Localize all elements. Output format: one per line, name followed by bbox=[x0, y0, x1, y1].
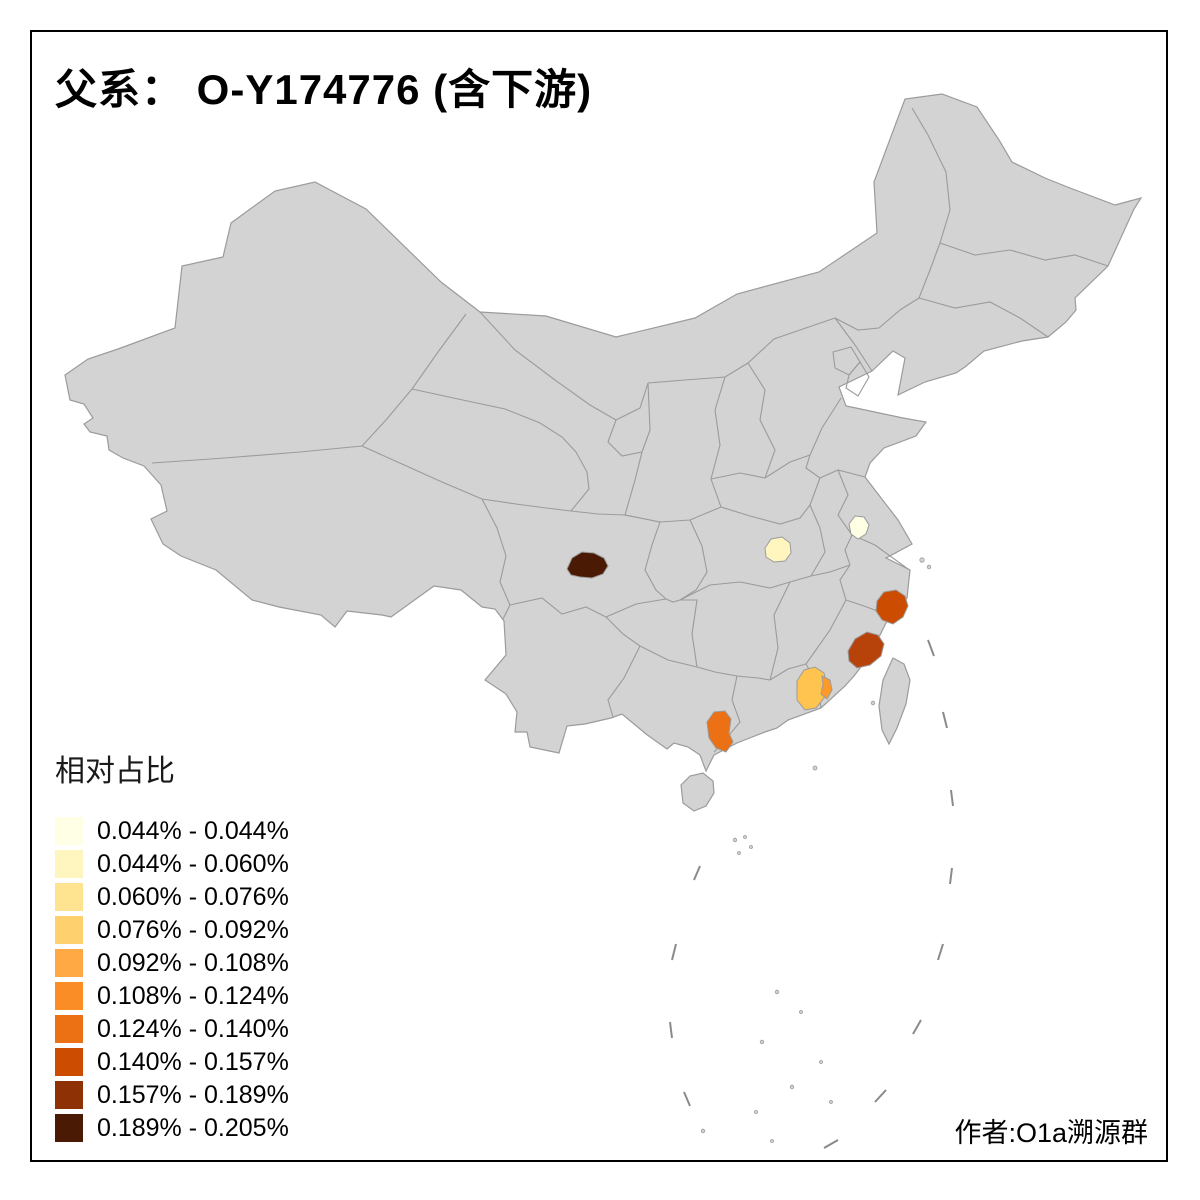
legend-label: 0.044% - 0.060% bbox=[97, 849, 289, 878]
region-south-fujian bbox=[847, 631, 885, 669]
legend-title: 相对占比 bbox=[55, 755, 175, 788]
small-islands bbox=[700, 557, 932, 1143]
legend-label: 0.157% - 0.189% bbox=[97, 1080, 289, 1109]
legend-label: 0.124% - 0.140% bbox=[97, 1014, 289, 1043]
legend-item: 0.044% - 0.044% bbox=[55, 816, 289, 846]
region-south-jiangsu bbox=[848, 515, 870, 540]
legend-swatch bbox=[55, 1081, 83, 1109]
legend-swatch bbox=[55, 1015, 83, 1043]
nine-dash-line bbox=[669, 639, 954, 1149]
legend-item: 0.076% - 0.092% bbox=[55, 915, 289, 945]
legend-swatch bbox=[55, 850, 83, 878]
region-west-sichuan bbox=[566, 551, 609, 579]
region-central-guangdong-east bbox=[820, 675, 833, 700]
taiwan-island bbox=[878, 657, 911, 746]
legend-swatch bbox=[55, 883, 83, 911]
legend-swatch bbox=[55, 949, 83, 977]
legend-item: 0.157% - 0.189% bbox=[55, 1080, 289, 1110]
credit-text: 作者:O1a溯源群 bbox=[954, 1118, 1148, 1148]
province-borders bbox=[151, 107, 1109, 753]
mainland-outline bbox=[64, 93, 1143, 773]
legend-label: 0.060% - 0.076% bbox=[97, 882, 289, 911]
hainan-island bbox=[680, 772, 715, 812]
region-leizhou-guangdong bbox=[706, 710, 734, 753]
legend-label: 0.140% - 0.157% bbox=[97, 1047, 289, 1076]
legend-item: 0.092% - 0.108% bbox=[55, 948, 289, 978]
legend-label: 0.108% - 0.124% bbox=[97, 981, 289, 1010]
legend-item: 0.124% - 0.140% bbox=[55, 1014, 289, 1044]
legend-swatch bbox=[55, 1048, 83, 1076]
legend-label: 0.076% - 0.092% bbox=[97, 915, 289, 944]
legend-items: 0.044% - 0.044% 0.044% - 0.060% 0.060% - 0… bbox=[55, 816, 289, 1143]
legend-item: 0.189% - 0.205% bbox=[55, 1113, 289, 1143]
legend-item: 0.060% - 0.076% bbox=[55, 882, 289, 912]
colored-regions bbox=[566, 515, 909, 753]
legend-item: 0.044% - 0.060% bbox=[55, 849, 289, 879]
legend-label: 0.044% - 0.044% bbox=[97, 816, 289, 845]
region-east-zhejiang bbox=[875, 589, 909, 625]
legend-swatch bbox=[55, 1114, 83, 1142]
legend-label: 0.092% - 0.108% bbox=[97, 948, 289, 977]
legend-item: 0.140% - 0.157% bbox=[55, 1047, 289, 1077]
legend-swatch bbox=[55, 916, 83, 944]
legend-swatch bbox=[55, 982, 83, 1010]
legend: 相对占比 0.044% - 0.044% 0.044% - 0.060% 0.060… bbox=[55, 746, 289, 1146]
legend-item: 0.108% - 0.124% bbox=[55, 981, 289, 1011]
page-title: 父系： O-Y174776 (含下游) bbox=[55, 66, 593, 113]
region-north-hunan bbox=[764, 536, 792, 563]
legend-label: 0.189% - 0.205% bbox=[97, 1113, 289, 1142]
legend-swatch bbox=[55, 817, 83, 845]
